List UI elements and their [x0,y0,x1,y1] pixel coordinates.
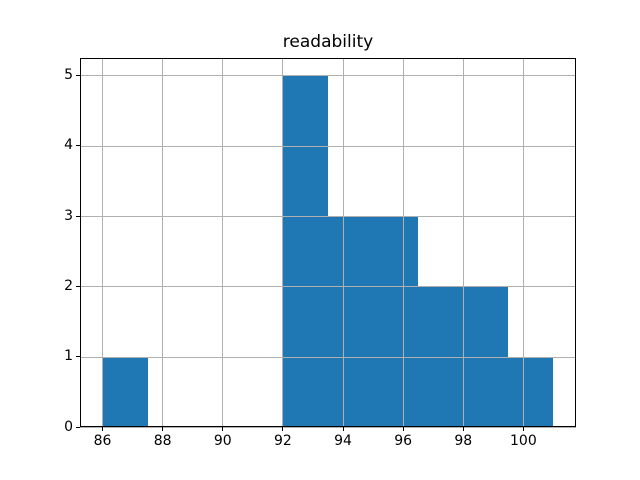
histogram-bar [508,357,554,428]
x-gridline [462,58,464,427]
y-gridline [80,145,576,147]
y-gridline [80,286,576,288]
x-tick-mark [162,427,164,432]
x-tick-mark [222,427,224,432]
x-gridline [222,58,224,427]
y-tick-label: 3 [64,207,73,224]
y-gridline [80,215,576,217]
x-tick-label: 100 [510,433,537,450]
y-tick-label: 0 [64,418,73,435]
x-tick-label: 92 [273,433,292,450]
x-tick-label: 86 [93,433,112,450]
y-tick-mark [76,74,80,76]
y-tick-mark [76,145,80,147]
y-gridline [80,356,576,358]
y-tick-mark [76,426,80,428]
y-tick-label: 1 [64,348,73,365]
histogram-bar [102,357,148,428]
plot-area [80,58,576,429]
histogram-bar [282,75,328,428]
y-tick-mark [76,356,80,358]
histogram-bar [328,216,374,428]
x-gridline [282,58,284,427]
x-tick-mark [102,427,103,432]
y-tick-label: 4 [64,137,73,154]
x-gridline [522,58,524,427]
x-tick-mark [342,427,344,432]
grid-layer [80,58,576,429]
y-tick-mark [76,285,80,287]
x-tick-label: 88 [153,433,172,450]
x-tick-mark [462,427,464,432]
y-tick-label: 5 [64,66,73,83]
histogram-bar [373,216,419,428]
x-tick-mark [402,427,404,432]
x-tick-mark [282,427,284,432]
y-gridline [80,75,576,77]
chart-title: readability [282,32,374,52]
y-tick-mark [76,215,80,217]
x-tick-label: 94 [334,433,352,450]
y-tick-label: 2 [64,277,73,294]
y-gridline [80,427,576,429]
x-tick-label: 90 [213,433,232,450]
x-gridline [162,58,164,427]
x-tick-label: 98 [454,433,473,450]
x-tick-mark [522,427,524,432]
x-gridline [402,58,404,427]
x-gridline [342,58,344,427]
x-gridline [102,58,103,427]
x-tick-label: 96 [394,433,413,450]
